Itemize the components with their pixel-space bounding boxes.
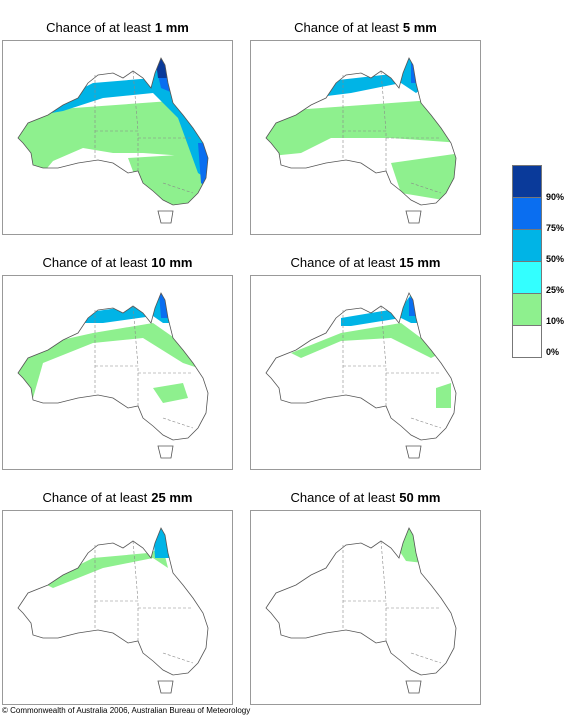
legend-swatch [512,325,542,358]
map [265,57,457,224]
map [17,527,209,694]
panel-title: Chance of at least 50 mm [250,490,481,505]
legend-label: 10% [546,316,565,326]
title-text: Chance of at least [294,20,399,35]
map-layer [17,527,209,694]
map [17,57,209,224]
state-border [94,305,194,429]
legend-label: 25% [546,285,565,295]
panel-title: Chance of at least 5 mm [250,20,481,35]
rain-region [18,98,208,213]
map-layer [265,292,457,459]
rain-region [43,548,168,588]
panel-title: Chance of at least 25 mm [2,490,233,505]
legend-swatch [512,229,542,262]
map-layer [17,57,209,224]
copyright: © Commonwealth of Australia 2006, Austra… [2,706,251,715]
legend-label: 90% [546,192,565,202]
legend-label: 50% [546,254,565,264]
title-amount: 15 mm [399,255,441,270]
title-text: Chance of at least [42,255,148,270]
land [266,528,456,693]
legend-swatch [512,197,542,230]
state-border [342,540,442,664]
map-panel [250,510,481,705]
map-panel [2,40,233,235]
panel-title: Chance of at least 1 mm [2,20,233,35]
state-border [342,305,442,429]
rain-region [411,63,419,83]
legend-swatch [512,261,542,294]
title-amount: 50 mm [399,490,441,505]
map-layer [265,527,457,694]
legend-swatch [512,293,542,326]
legend-swatch [512,165,542,198]
title-text: Chance of at least [46,20,151,35]
map-panel [250,40,481,235]
legend-label: 0% [546,347,560,357]
map [265,527,457,694]
title-amount: 5 mm [402,20,437,35]
rain-region [266,98,456,203]
state-border [94,540,194,664]
map-layer [17,292,209,459]
state-border [94,70,194,194]
map-panel [2,510,233,705]
title-text: Chance of at least [290,490,396,505]
map [265,292,457,459]
rain-region [291,323,451,408]
title-amount: 10 mm [151,255,193,270]
rain-region [341,293,423,326]
map-panel [2,275,233,470]
state-border [342,70,442,194]
panel-title: Chance of at least 10 mm [2,255,233,270]
legend-label: 75% [546,223,565,233]
land [18,528,208,693]
panel-title: Chance of at least 15 mm [250,255,481,270]
title-amount: 25 mm [151,490,193,505]
map-layer [265,57,457,224]
map-panel [250,275,481,470]
title-text: Chance of at least [42,490,148,505]
title-amount: 1 mm [154,20,189,35]
rain-region [311,58,423,98]
map [17,292,209,459]
title-text: Chance of at least [290,255,396,270]
